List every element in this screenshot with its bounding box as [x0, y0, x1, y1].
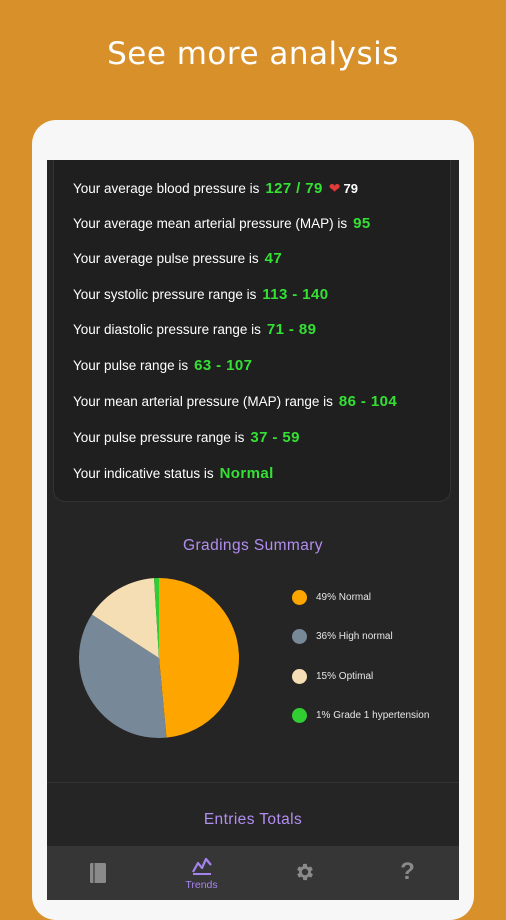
stat-label: Your average blood pressure is	[73, 181, 260, 196]
stat-value: 47	[264, 250, 283, 267]
stat-value: 71 - 89	[266, 321, 317, 338]
nav-item-settings[interactable]	[253, 846, 356, 900]
analysis-card: Your average blood pressure is 127 / 79 ❤ 7…	[53, 160, 451, 502]
legend-color-dot	[292, 589, 307, 605]
stat-map-range: Your mean arterial pressure (MAP) range …	[73, 390, 397, 414]
nav-item-help[interactable]: ?	[356, 846, 459, 900]
heart-icon: ❤	[328, 180, 341, 196]
legend-item: 1% Grade 1 hypertension	[292, 706, 429, 726]
stat-pulse-range: Your pulse range is 63 - 107	[73, 354, 252, 378]
headline: See more analysis	[107, 36, 399, 72]
stat-systolic-range: Your systolic pressure range is 113 - 140	[73, 283, 329, 307]
bottom-navigation: Trends ?	[47, 846, 459, 900]
stat-label: Your systolic pressure range is	[73, 287, 257, 302]
entries-totals-title: Entries Totals	[203, 811, 303, 828]
stat-value: 86 - 104	[338, 393, 398, 410]
stat-label: Your average mean arterial pressure (MAP…	[73, 216, 348, 231]
stat-label: Your indicative status is	[73, 466, 214, 481]
stat-label: Your diastolic pressure range is	[73, 322, 261, 337]
pie-slice-1	[78, 614, 167, 738]
legend-color-dot	[292, 628, 307, 644]
legend-item: 49% Normal	[292, 588, 371, 608]
stat-average-pulse-pressure: Your average pulse pressure is 47	[73, 247, 282, 271]
stat-value: 63 - 107	[194, 357, 253, 374]
stat-label: Your average pulse pressure is	[73, 251, 259, 266]
nav-label-trends: Trends	[185, 879, 218, 891]
stat-pulse-pressure-range: Your pulse pressure range is 37 - 59	[73, 426, 300, 450]
stat-value: 37 - 59	[250, 429, 300, 446]
pie-slice-0	[159, 578, 239, 738]
average-pulse-value: 79	[343, 181, 358, 196]
stat-value: 95	[353, 215, 371, 232]
legend-color-dot	[292, 668, 307, 684]
legend-color-dot	[292, 707, 307, 723]
stat-value: 127 / 79	[265, 180, 323, 197]
legend-label: 15% Optimal	[316, 671, 374, 682]
gradings-pie-chart	[78, 578, 239, 738]
stat-indicative-status: Your indicative status is Normal	[73, 462, 274, 486]
stat-average-blood-pressure: Your average blood pressure is 127 / 79 ❤ 7…	[73, 176, 358, 200]
stat-label: Your pulse pressure range is	[73, 430, 245, 445]
trends-icon	[192, 857, 212, 875]
stat-average-map: Your average mean arterial pressure (MAP…	[73, 212, 371, 236]
stat-diastolic-range: Your diastolic pressure range is 71 - 89	[73, 318, 316, 342]
legend-item: 15% Optimal	[292, 667, 373, 687]
legend-item: 36% High normal	[292, 627, 393, 647]
stat-label: Your mean arterial pressure (MAP) range …	[73, 394, 333, 409]
help-icon: ?	[400, 858, 415, 885]
nav-item-trends[interactable]: Trends	[150, 846, 253, 900]
app-screen: Your average blood pressure is 127 / 79 ❤ 7…	[47, 160, 459, 900]
pie-slice-3	[154, 578, 159, 658]
pie-slice-2	[91, 578, 159, 658]
nav-item-log[interactable]	[47, 846, 150, 900]
stat-label: Your pulse range is	[73, 358, 189, 373]
legend-label: 1% Grade 1 hypertension	[316, 710, 430, 721]
gear-icon	[297, 863, 313, 881]
book-icon	[90, 863, 106, 883]
gradings-summary-title: Gradings Summary	[183, 537, 323, 554]
section-divider	[47, 782, 459, 783]
legend-label: 49% Normal	[316, 592, 372, 603]
stat-value: Normal	[219, 465, 274, 482]
stat-value: 113 - 140	[262, 286, 329, 303]
legend-label: 36% High normal	[316, 631, 393, 642]
